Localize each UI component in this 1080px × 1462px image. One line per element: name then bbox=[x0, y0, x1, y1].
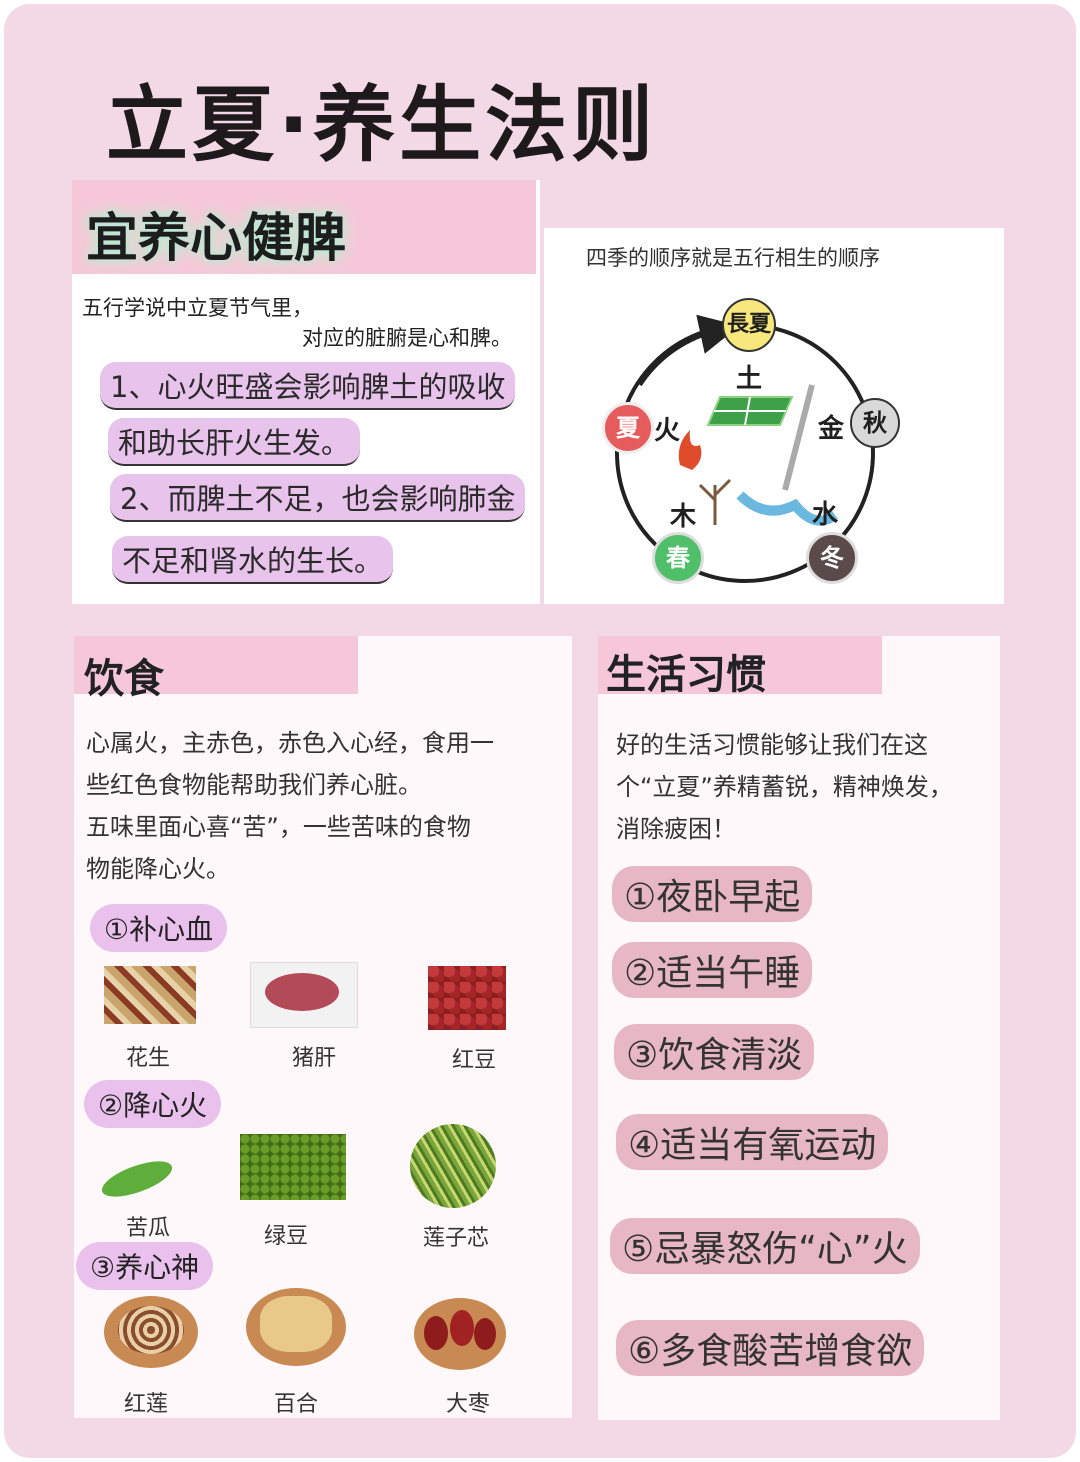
food-label-pork-liver: 猪肝 bbox=[291, 1046, 336, 1071]
peanut-image bbox=[104, 966, 196, 1024]
food-label-bitter-melon: 苦瓜 bbox=[125, 1216, 170, 1241]
section1-header-bg bbox=[72, 180, 536, 274]
diet-text-1: 心属火，主赤色，赤色入心经，食用一 bbox=[86, 729, 494, 757]
habit-item-6: ⑥多食酸苦增食欲 bbox=[616, 1320, 925, 1376]
habit-item-2: ②适当午睡 bbox=[612, 942, 813, 998]
page-title: 立夏·养生法则 bbox=[106, 78, 658, 173]
food-label-mung-bean: 绿豆 bbox=[263, 1224, 308, 1249]
red-bean-image bbox=[428, 966, 506, 1030]
diet-header-bg bbox=[74, 636, 358, 694]
season-circle-autumn: 秋 bbox=[850, 398, 900, 448]
habits-heading: 生活习惯 bbox=[606, 652, 766, 698]
element-wood-label: 木 bbox=[670, 502, 697, 532]
season-circle-late-summer: 長夏 bbox=[722, 298, 776, 352]
section1-point-3: 2、而脾土不足，也会影响肺金 bbox=[110, 474, 526, 522]
red-lotus-seed-image bbox=[104, 1296, 198, 1368]
habits-text-3: 消除疲困！ bbox=[616, 815, 736, 843]
food-label-red-bean: 红豆 bbox=[451, 1048, 496, 1073]
section1-point-1: 1、心火旺盛会影响脾土的吸收 bbox=[100, 362, 516, 410]
habits-text-2: 个“立夏”养精蓄锐，精神焕发， bbox=[616, 773, 953, 801]
habit-item-5: ⑤忌暴怒伤“心”火 bbox=[610, 1218, 920, 1274]
diet-heading: 饮食 bbox=[84, 656, 164, 702]
season-circle-winter: 冬 bbox=[806, 532, 858, 584]
season-circle-summer: 夏 bbox=[602, 402, 654, 454]
element-metal-label: 金 bbox=[818, 414, 845, 444]
element-earth-label: 土 bbox=[736, 364, 763, 394]
lily-bulb-image bbox=[246, 1288, 346, 1366]
jujube-image bbox=[414, 1298, 506, 1370]
section1-intro-line1: 五行学说中立夏节气里， bbox=[82, 296, 313, 320]
food-label-lotus-plumule: 莲子芯 bbox=[422, 1226, 489, 1251]
diet-group-2-label: ②降心火 bbox=[84, 1080, 222, 1128]
food-label-lily: 百合 bbox=[273, 1392, 318, 1417]
habit-item-4: ④适当有氧运动 bbox=[616, 1114, 889, 1170]
section1-intro-line2: 对应的脏腑是心和脾。 bbox=[302, 326, 512, 350]
diagram-title: 四季的顺序就是五行相生的顺序 bbox=[586, 246, 880, 270]
diet-text-3: 五味里面心喜“苦”，一些苦味的食物 bbox=[86, 813, 471, 841]
diet-group-1-label: ①补心血 bbox=[90, 904, 228, 952]
bitter-melon-image bbox=[94, 1150, 180, 1206]
pork-liver-image bbox=[250, 962, 358, 1028]
section1-point-4: 不足和肾水的生长。 bbox=[112, 536, 394, 584]
element-fire-label: 火 bbox=[654, 416, 681, 446]
habit-item-1: ①夜卧早起 bbox=[612, 866, 813, 922]
mung-bean-image bbox=[240, 1134, 346, 1200]
diet-group-3-label: ③养心神 bbox=[76, 1242, 214, 1290]
section1-heading: 宜养心健脾 bbox=[86, 209, 347, 269]
season-circle-spring: 春 bbox=[652, 532, 704, 584]
food-label-red-lotus: 红莲 bbox=[123, 1392, 168, 1417]
diet-text-2: 些红色食物能帮助我们养心脏。 bbox=[86, 771, 422, 799]
food-label-jujube: 大枣 bbox=[445, 1392, 490, 1417]
lotus-plumule-image bbox=[410, 1124, 496, 1208]
habits-header-bg bbox=[598, 636, 882, 694]
diet-text-4: 物能降心火。 bbox=[86, 855, 230, 883]
section1-point-2: 和助长肝火生发。 bbox=[108, 418, 361, 466]
habit-item-3: ③饮食清淡 bbox=[614, 1024, 815, 1080]
habits-text-1: 好的生活习惯能够让我们在这 bbox=[616, 731, 928, 759]
food-label-peanut: 花生 bbox=[125, 1046, 170, 1071]
element-water-label: 水 bbox=[812, 500, 839, 530]
